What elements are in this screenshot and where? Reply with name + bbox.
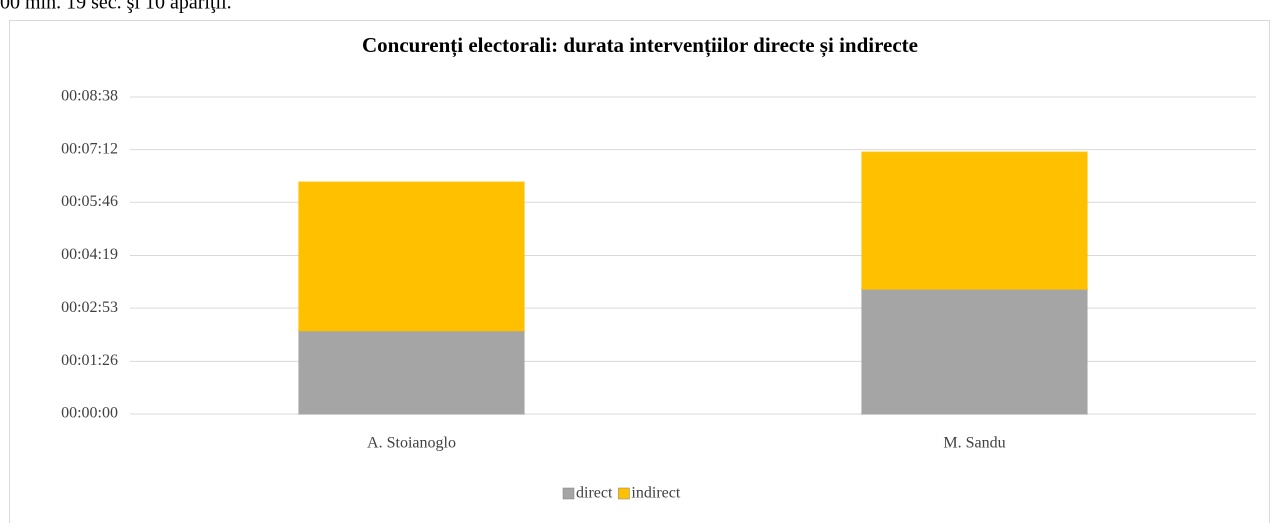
legend-swatch: [562, 487, 575, 500]
y-tick-label: 00:04:19: [61, 246, 118, 263]
y-tick-label: 00:00:00: [61, 405, 118, 422]
y-tick-label: 00:05:46: [61, 193, 118, 210]
bar-segment: [861, 151, 1088, 290]
bar-segment: [298, 181, 525, 332]
y-tick-label: 00:01:26: [61, 352, 118, 369]
bar-segment: [298, 330, 525, 415]
legend-swatch: [618, 487, 630, 500]
y-tick-label: 00:02:53: [61, 299, 118, 316]
y-tick-label: 00:07:12: [61, 140, 118, 157]
chart-title: Concurenți electorali: durata intervenți…: [362, 33, 918, 58]
caption: 00 min. 19 sec. şi 10 apariţii.: [0, 0, 232, 14]
y-tick-label: 00:08:38: [61, 88, 118, 105]
x-tick-label: M. Sandu: [943, 435, 1005, 452]
legend-label: direct: [576, 485, 613, 502]
bar-segment: [861, 288, 1088, 415]
legend-label: indirect: [631, 485, 680, 502]
x-tick-label: A. Stoianoglo: [367, 435, 456, 452]
